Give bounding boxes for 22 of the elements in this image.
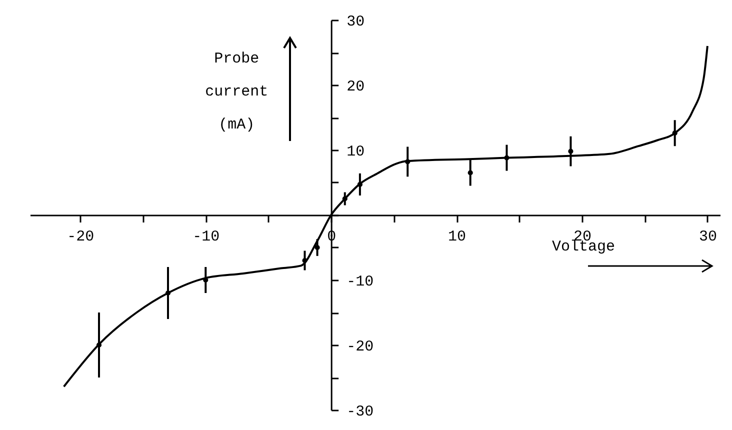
y-tick-label: -30 (346, 404, 374, 420)
point (672, 130, 678, 136)
point (342, 196, 348, 202)
point (357, 182, 362, 187)
x-tick-label: -20 (67, 228, 94, 246)
y-tick-label: -20 (346, 338, 374, 356)
point (302, 258, 308, 264)
point (314, 244, 320, 250)
point (504, 155, 510, 160)
y-axis-title: Probe current (mA) (205, 50, 268, 134)
x-tick-label: -10 (192, 228, 220, 246)
y-tick-label: 30 (346, 14, 365, 30)
point (468, 170, 473, 176)
y-tick-label: 20 (346, 78, 365, 96)
y-tick-label: 10 (346, 144, 365, 160)
point (96, 342, 102, 348)
point (165, 290, 171, 296)
x-tick-label: 30 (698, 228, 717, 246)
point (405, 159, 410, 164)
x-tick-label: 10 (448, 228, 466, 246)
y-tick-label: -10 (346, 274, 374, 290)
point (568, 148, 574, 154)
